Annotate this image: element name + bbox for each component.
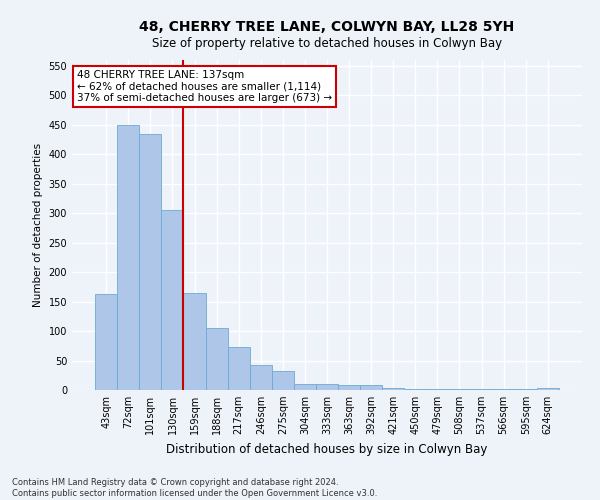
Bar <box>117 125 139 390</box>
Bar <box>338 386 360 390</box>
Bar <box>382 388 404 390</box>
Bar <box>272 371 294 390</box>
Bar <box>161 210 184 390</box>
Bar <box>184 293 206 390</box>
Bar <box>294 384 316 390</box>
Bar <box>360 386 382 390</box>
Bar <box>206 328 227 390</box>
X-axis label: Distribution of detached houses by size in Colwyn Bay: Distribution of detached houses by size … <box>166 442 488 456</box>
Bar <box>227 347 250 390</box>
Text: Contains HM Land Registry data © Crown copyright and database right 2024.
Contai: Contains HM Land Registry data © Crown c… <box>12 478 377 498</box>
Bar <box>250 364 272 390</box>
Bar <box>95 294 117 390</box>
Bar <box>537 388 559 390</box>
Text: 48, CHERRY TREE LANE, COLWYN BAY, LL28 5YH: 48, CHERRY TREE LANE, COLWYN BAY, LL28 5… <box>139 20 515 34</box>
Y-axis label: Number of detached properties: Number of detached properties <box>33 143 43 307</box>
Bar <box>316 384 338 390</box>
Bar <box>139 134 161 390</box>
Text: Size of property relative to detached houses in Colwyn Bay: Size of property relative to detached ho… <box>152 38 502 51</box>
Text: 48 CHERRY TREE LANE: 137sqm
← 62% of detached houses are smaller (1,114)
37% of : 48 CHERRY TREE LANE: 137sqm ← 62% of det… <box>77 70 332 103</box>
Bar <box>404 389 427 390</box>
